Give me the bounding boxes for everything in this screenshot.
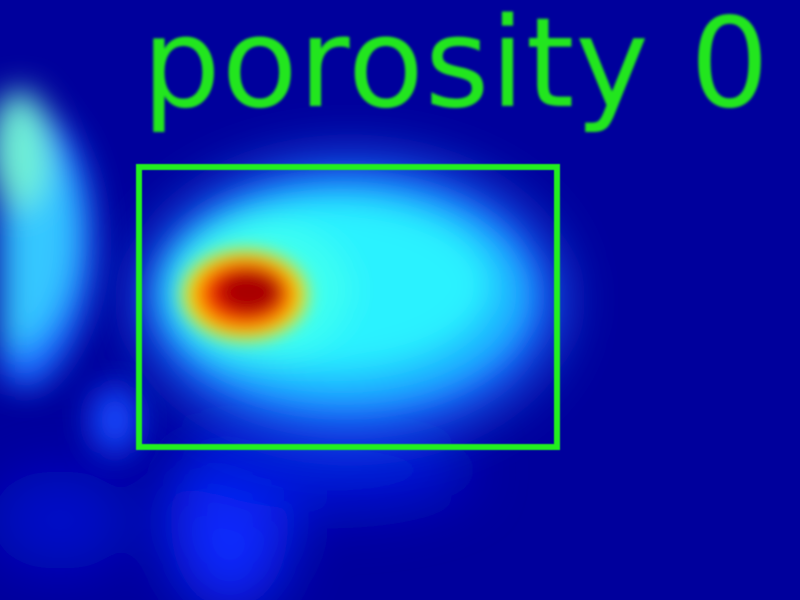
detection-label: porosity 0 [142, 0, 771, 136]
left-arc-blob [0, 90, 140, 455]
detection-bounding-box [136, 164, 560, 450]
background-blobs [0, 430, 470, 600]
hot-spot [183, 250, 307, 340]
